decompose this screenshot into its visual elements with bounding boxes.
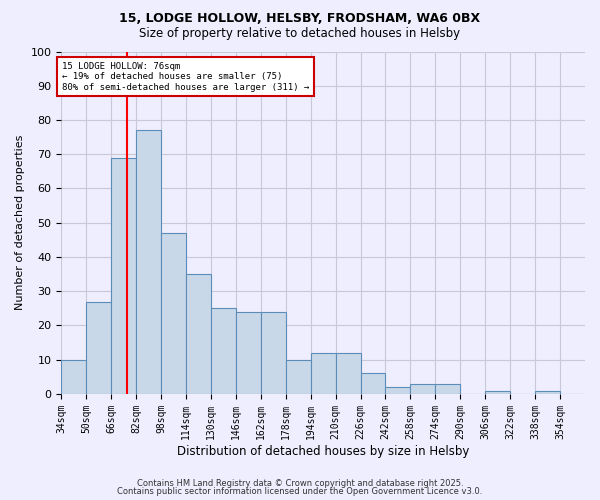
Bar bbox=[261, 312, 286, 394]
Text: 15 LODGE HOLLOW: 76sqm
← 19% of detached houses are smaller (75)
80% of semi-det: 15 LODGE HOLLOW: 76sqm ← 19% of detached… bbox=[62, 62, 309, 92]
Bar bbox=[385, 387, 410, 394]
Bar bbox=[86, 302, 111, 394]
Bar bbox=[286, 360, 311, 394]
Text: Contains HM Land Registry data © Crown copyright and database right 2025.: Contains HM Land Registry data © Crown c… bbox=[137, 478, 463, 488]
Bar bbox=[436, 384, 460, 394]
Bar bbox=[335, 353, 361, 394]
Y-axis label: Number of detached properties: Number of detached properties bbox=[15, 135, 25, 310]
Bar bbox=[111, 158, 136, 394]
Bar bbox=[410, 384, 436, 394]
X-axis label: Distribution of detached houses by size in Helsby: Distribution of detached houses by size … bbox=[177, 444, 469, 458]
Bar bbox=[535, 390, 560, 394]
Text: Size of property relative to detached houses in Helsby: Size of property relative to detached ho… bbox=[139, 28, 461, 40]
Bar bbox=[485, 390, 510, 394]
Bar bbox=[61, 360, 86, 394]
Bar bbox=[361, 374, 385, 394]
Bar bbox=[236, 312, 261, 394]
Bar bbox=[211, 308, 236, 394]
Bar bbox=[186, 274, 211, 394]
Text: 15, LODGE HOLLOW, HELSBY, FRODSHAM, WA6 0BX: 15, LODGE HOLLOW, HELSBY, FRODSHAM, WA6 … bbox=[119, 12, 481, 26]
Bar bbox=[311, 353, 335, 394]
Text: Contains public sector information licensed under the Open Government Licence v3: Contains public sector information licen… bbox=[118, 487, 482, 496]
Bar bbox=[136, 130, 161, 394]
Bar bbox=[161, 233, 186, 394]
